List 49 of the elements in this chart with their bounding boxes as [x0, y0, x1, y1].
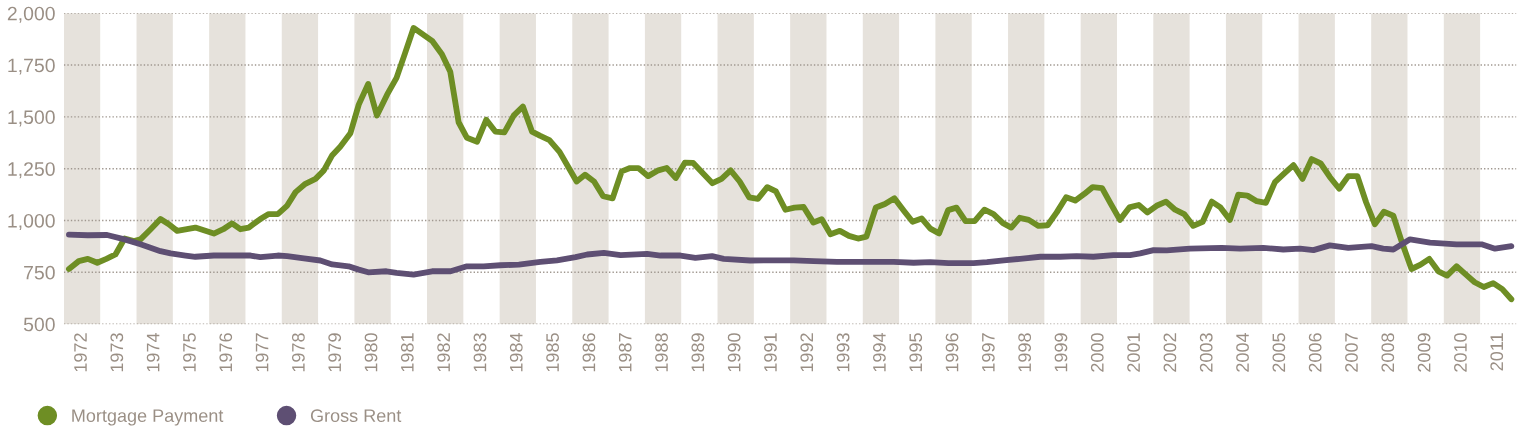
legend-label: Mortgage Payment	[72, 409, 224, 426]
x-tick-label: 1995	[909, 333, 923, 372]
y-tick-label: 500	[23, 317, 55, 332]
x-tick-label: 1998	[1018, 333, 1032, 372]
legend-label: Gross Rent	[310, 409, 402, 423]
y-tick-label: 1,500	[8, 110, 55, 127]
x-tick-label: 1987	[618, 333, 632, 372]
y-tick-label: 750	[24, 265, 55, 280]
x-tick-label: 2010	[1454, 333, 1467, 372]
x-tick-label: 1996	[945, 333, 959, 372]
x-tick-label: 1980	[364, 333, 378, 372]
x-tick-label: 1993	[836, 333, 850, 372]
x-tick-label: 2011	[1490, 333, 1504, 371]
x-tick-label: 2006	[1308, 333, 1322, 372]
x-tick-label: 1992	[800, 333, 814, 372]
y-tick-label: 2,000	[7, 6, 55, 23]
x-tick-label: 1989	[691, 333, 705, 372]
x-tick-label: 2009	[1417, 333, 1431, 372]
x-tick-label: 1983	[473, 333, 487, 372]
x-tick-label: 1974	[146, 332, 160, 372]
x-tick-label: 1999	[1054, 333, 1068, 372]
x-tick-label: 1979	[328, 333, 342, 372]
x-tick-label: 1975	[183, 333, 196, 372]
x-tick-label: 1991	[764, 333, 777, 372]
x-tick-label: 1981	[400, 333, 414, 372]
x-tick-label: 1982	[437, 333, 451, 372]
x-tick-label: 1986	[582, 333, 596, 372]
x-tick-label: 2008	[1381, 333, 1395, 372]
x-tick-label: 2005	[1272, 333, 1286, 372]
x-tick-label: 2004	[1236, 332, 1249, 372]
x-tick-label: 1984	[509, 332, 523, 372]
y-tick-label: 1,000	[8, 213, 55, 231]
x-tick-label: 1978	[291, 333, 305, 372]
x-tick-label: 1988	[655, 333, 668, 372]
x-tick-label: 1977	[255, 333, 269, 372]
x-tick-label: 1997	[981, 333, 995, 372]
x-tick-label: 2003	[1199, 333, 1213, 372]
x-tick-label: 1990	[727, 333, 741, 372]
x-tick-label: 1972	[74, 333, 87, 372]
y-tick-label: 1,750	[8, 58, 55, 75]
x-tick-label: 2007	[1345, 333, 1358, 372]
x-tick-label: 1985	[546, 333, 559, 372]
x-tick-label: 2001	[1127, 333, 1140, 372]
x-tick-label: 1976	[219, 333, 233, 372]
x-tick-label: 2000	[1090, 333, 1104, 372]
y-tick-label: 1,250	[8, 162, 55, 179]
x-tick-label: 2002	[1163, 333, 1177, 372]
x-tick-label: 1994	[873, 332, 886, 372]
x-tick-label: 1973	[110, 333, 124, 372]
